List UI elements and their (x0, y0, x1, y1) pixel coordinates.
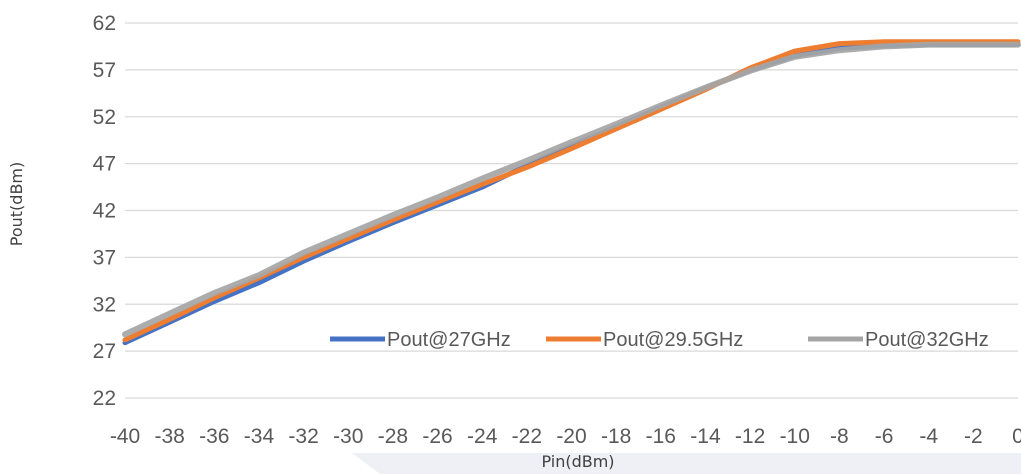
x-tick-label: -4 (919, 425, 938, 448)
x-tick-labels: -40 -38 -36 -34 -32 -30 -28 -26 -24 -22 -20 -18 -16-… (110, 425, 1021, 448)
x-tick-label: -16 (646, 425, 676, 448)
x-tick-label: -40 (110, 425, 140, 448)
x-tick-label: 0 (1012, 425, 1021, 448)
x-axis-title: Pin(dBm) (541, 452, 614, 471)
legend-label: Pout@29.5GHz (603, 329, 743, 351)
x-tick-label: -8 (830, 425, 849, 448)
series-lines (122, 39, 1021, 346)
x-tick-label: -32 (288, 425, 318, 448)
y-tick-labels: 22 27 32 37 42 47 52 57 62 (93, 12, 116, 410)
decorative-shadow (352, 453, 1021, 474)
x-tick-label: -26 (422, 425, 452, 448)
x-tick-label: -10 (780, 425, 810, 448)
y-tick-label: 62 (93, 12, 116, 35)
legend: Pout@27GHz Pout@29.5GHz Pout@32GHz (330, 329, 989, 351)
x-tick-label: -34 (244, 425, 275, 448)
series-line-3 (122, 41, 1021, 338)
x-tick-label: -38 (154, 425, 184, 448)
y-tick-label: 32 (93, 293, 116, 316)
legend-label: Pout@32GHz (865, 329, 989, 351)
y-axis-title: Pout(dBm) (7, 162, 26, 246)
series-line-2 (122, 39, 1021, 343)
y-gridlines (125, 22, 1018, 399)
x-tick-label: -2 (964, 425, 983, 448)
x-tick-label: -30 (333, 425, 363, 448)
y-tick-label: 42 (93, 200, 116, 223)
y-tick-label: 27 (93, 340, 116, 363)
y-tick-label: 22 (93, 387, 116, 410)
x-tick-label: -20 (556, 425, 586, 448)
x-tick-label: -6 (875, 425, 894, 448)
x-tick-label: -24 (467, 425, 498, 448)
x-tick-label: -22 (512, 425, 542, 448)
legend-label: Pout@27GHz (387, 329, 511, 351)
x-tick-label: -14 (690, 425, 721, 448)
x-tick-label: -12 (735, 425, 765, 448)
y-tick-label: 47 (93, 153, 116, 176)
y-tick-label: 52 (93, 106, 116, 129)
y-tick-label: 57 (93, 59, 116, 82)
y-tick-label: 37 (93, 246, 116, 269)
x-tick-label: -28 (378, 425, 408, 448)
x-tick-label: -18 (601, 425, 631, 448)
x-tick-label: -36 (199, 425, 229, 448)
